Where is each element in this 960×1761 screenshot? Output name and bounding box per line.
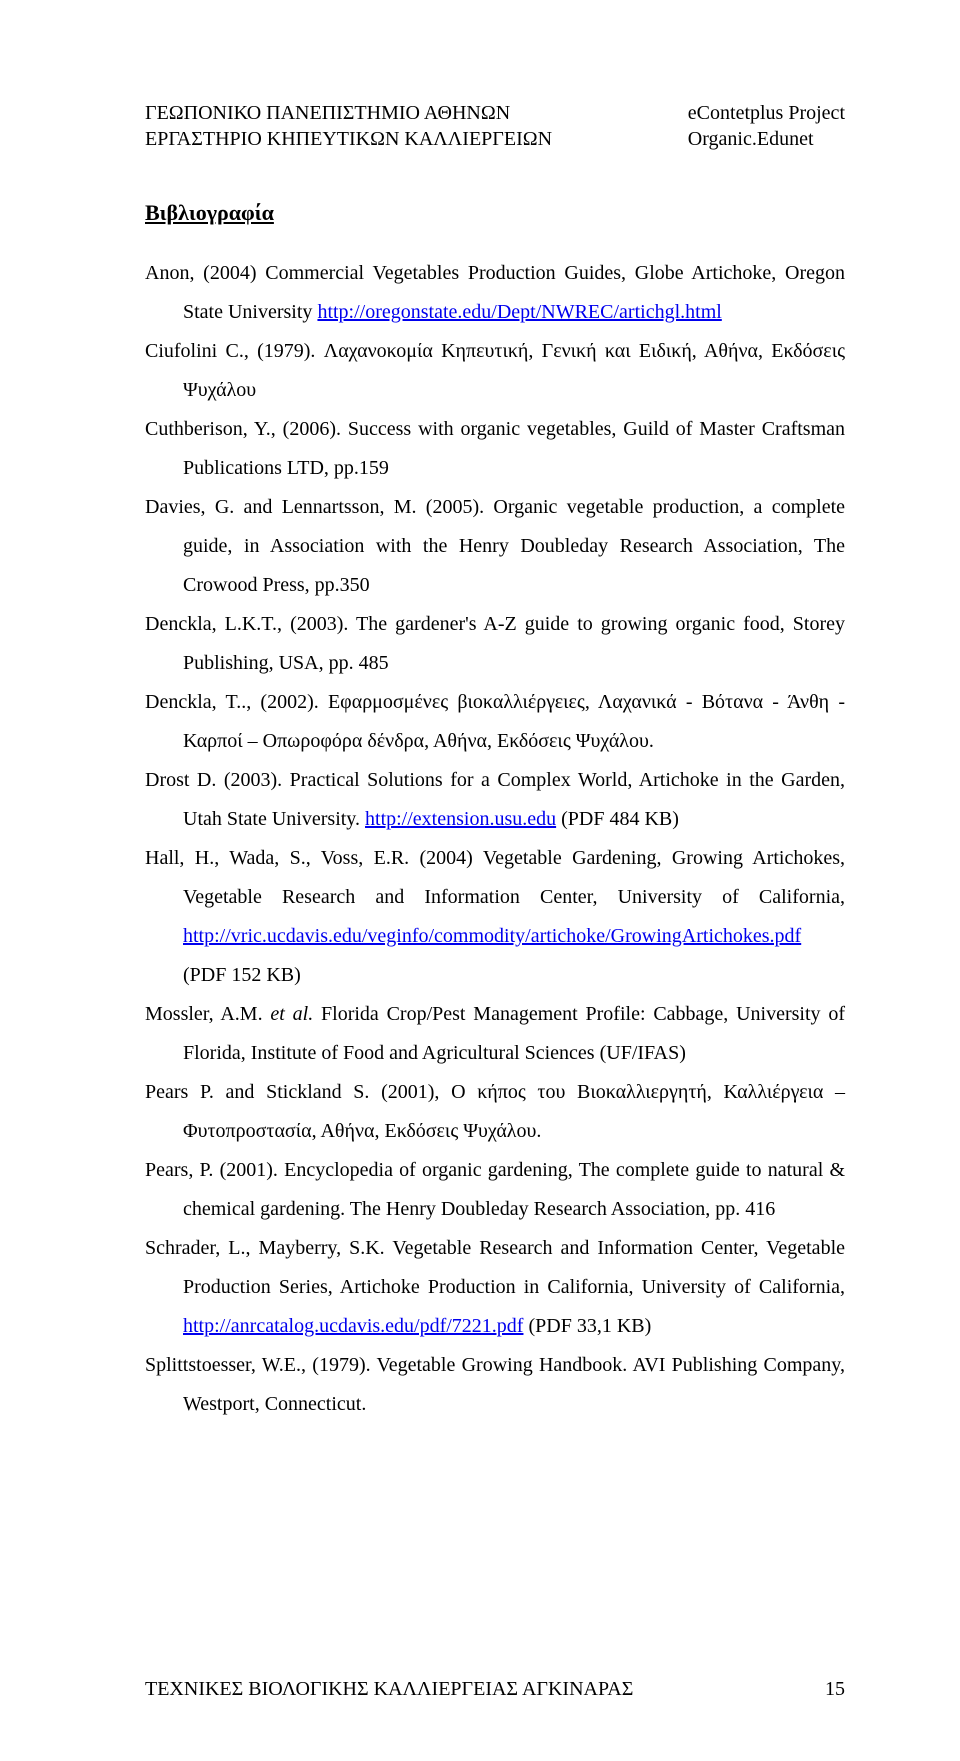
header-right-line2: Organic.Edunet [688,126,845,152]
bib-entry: Splittstoesser, W.E., (1979). Vegetable … [145,1346,845,1424]
page-number: 15 [825,1678,845,1701]
bib-entry: Pears P. and Stickland S. (2001), Ο κήπο… [145,1073,845,1151]
bib-link[interactable]: http://vric.ucdavis.edu/veginfo/commodit… [183,925,801,947]
section-title: Βιβλιογραφία [145,200,845,226]
bib-text: Schrader, L., Mayberry, S.K. Vegetable R… [145,1237,845,1298]
bib-entry: Schrader, L., Mayberry, S.K. Vegetable R… [145,1229,845,1346]
footer-text: ΤΕΧΝΙΚΕΣ ΒΙΟΛΟΓΙΚΗΣ ΚΑΛΛΙΕΡΓΕΙΑΣ ΑΓΚΙΝΑΡ… [145,1678,633,1701]
bib-entry: Ciufolini C., (1979). Λαχανοκομία Κηπευτ… [145,332,845,410]
bib-entry: Denckla, L.K.T., (2003). The gardener's … [145,605,845,683]
bib-entry: Mossler, A.M. et al. Florida Crop/Pest M… [145,995,845,1073]
header-right: eContetplus Project Organic.Edunet [688,100,845,152]
bib-entry: Denckla, T.., (2002). Εφαρμοσμένες βιοκα… [145,683,845,761]
bib-entry: Drost D. (2003). Practical Solutions for… [145,761,845,839]
bibliography: Anon, (2004) Commercial Vegetables Produ… [145,254,845,1424]
bib-entry: Anon, (2004) Commercial Vegetables Produ… [145,254,845,332]
bib-text: (PDF 33,1 KB) [523,1315,651,1337]
bib-text-italic: et al. [270,1003,313,1025]
bib-link[interactable]: http://extension.usu.edu [365,808,556,830]
bib-text: (PDF 152 ΚΒ) [183,964,301,986]
bib-entry: Davies, G. and Lennartsson, M. (2005). O… [145,488,845,605]
header-left: ΓΕΩΠΟΝΙΚΟ ΠΑΝΕΠΙΣΤΗΜΙΟ ΑΘΗΝΩΝ ΕΡΓΑΣΤΗΡΙΟ… [145,100,552,152]
bib-entry: Hall, H., Wada, S., Voss, E.R. (2004) Ve… [145,839,845,995]
bib-link[interactable]: http://anrcatalog.ucdavis.edu/pdf/7221.p… [183,1315,523,1337]
bib-entry: Cuthberison, Y., (2006). Success with or… [145,410,845,488]
bib-text: (PDF 484 ΚΒ) [556,808,679,830]
header-right-line1: eContetplus Project [688,100,845,126]
page-footer: ΤΕΧΝΙΚΕΣ ΒΙΟΛΟΓΙΚΗΣ ΚΑΛΛΙΕΡΓΕΙΑΣ ΑΓΚΙΝΑΡ… [145,1678,845,1701]
bib-link[interactable]: http://oregonstate.edu/Dept/NWREC/artich… [317,301,721,323]
bib-text: Mossler, A.M. [145,1003,270,1025]
header-left-line2: ΕΡΓΑΣΤΗΡΙΟ ΚΗΠΕΥΤΙΚΩΝ ΚΑΛΛΙΕΡΓΕΙΩΝ [145,126,552,152]
page-header: ΓΕΩΠΟΝΙΚΟ ΠΑΝΕΠΙΣΤΗΜΙΟ ΑΘΗΝΩΝ ΕΡΓΑΣΤΗΡΙΟ… [145,100,845,152]
page: ΓΕΩΠΟΝΙΚΟ ΠΑΝΕΠΙΣΤΗΜΙΟ ΑΘΗΝΩΝ ΕΡΓΑΣΤΗΡΙΟ… [0,0,960,1761]
bib-entry: Pears, P. (2001). Encyclopedia of organi… [145,1151,845,1229]
bib-text: Hall, H., Wada, S., Voss, E.R. (2004) Ve… [145,847,845,908]
header-left-line1: ΓΕΩΠΟΝΙΚΟ ΠΑΝΕΠΙΣΤΗΜΙΟ ΑΘΗΝΩΝ [145,100,552,126]
